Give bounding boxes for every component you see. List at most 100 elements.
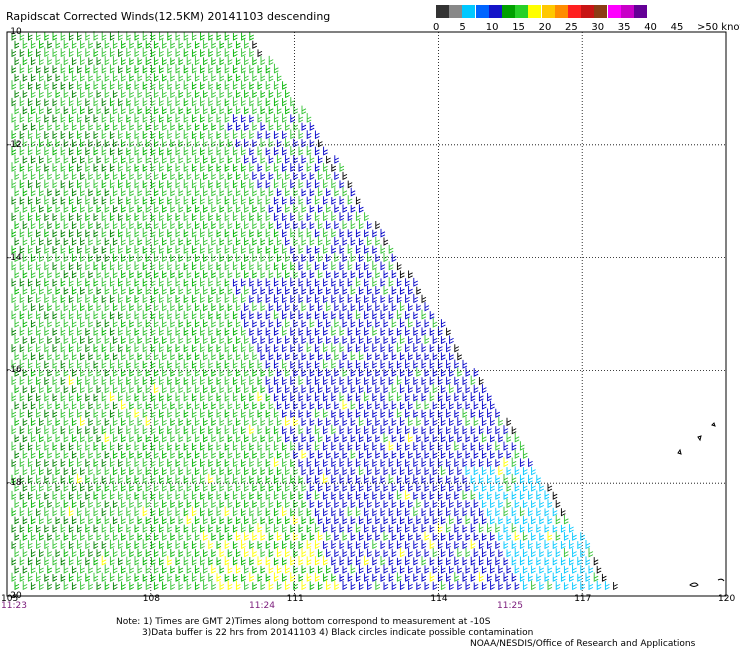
wind-barb bbox=[126, 47, 132, 58]
wind-barb bbox=[80, 156, 85, 164]
wind-barb bbox=[317, 269, 323, 279]
wind-barb bbox=[167, 393, 173, 402]
wind-barb bbox=[183, 98, 189, 107]
wind-barb bbox=[227, 55, 233, 66]
wind-barb bbox=[52, 32, 58, 41]
wind-barb bbox=[112, 466, 118, 476]
wind-barb bbox=[80, 269, 85, 279]
wind-barb bbox=[454, 541, 460, 550]
wind-barb bbox=[396, 557, 402, 566]
wind-barb bbox=[244, 565, 249, 574]
wind-barb bbox=[244, 89, 249, 99]
wind-barb bbox=[27, 48, 33, 58]
wind-barb bbox=[224, 178, 230, 189]
wind-barb bbox=[80, 416, 85, 427]
wind-barb bbox=[175, 442, 181, 451]
wind-barb bbox=[159, 180, 164, 189]
wind-barb bbox=[52, 196, 58, 205]
wind-barb bbox=[186, 89, 192, 99]
wind-barb bbox=[252, 351, 258, 361]
wind-barb bbox=[355, 458, 361, 468]
wind-barb bbox=[285, 367, 290, 377]
wind-barb bbox=[162, 351, 167, 361]
wind-barb bbox=[465, 515, 471, 525]
wind-barb bbox=[224, 278, 230, 287]
wind-barb bbox=[175, 525, 181, 533]
wind-barb bbox=[162, 121, 167, 131]
wind-barb bbox=[416, 400, 422, 410]
wind-barb bbox=[80, 383, 85, 394]
wind-barb bbox=[186, 433, 192, 443]
wind-barb bbox=[265, 426, 271, 435]
wind-barb bbox=[383, 531, 389, 541]
wind-barb bbox=[290, 508, 296, 517]
wind-barb bbox=[153, 336, 159, 345]
wind-barb bbox=[175, 424, 181, 435]
wind-barb bbox=[200, 572, 205, 582]
wind-barb bbox=[211, 384, 217, 394]
wind-barb bbox=[244, 302, 249, 312]
wind-barb bbox=[126, 147, 132, 156]
wind-barb bbox=[71, 385, 77, 394]
wind-barb bbox=[358, 204, 364, 213]
wind-barb bbox=[547, 565, 553, 574]
wind-barb bbox=[200, 131, 205, 140]
wind-barb bbox=[358, 433, 364, 443]
wind-barb bbox=[129, 483, 135, 492]
wind-barb bbox=[126, 213, 132, 222]
wind-barb bbox=[355, 541, 361, 550]
wind-barb bbox=[200, 64, 205, 74]
wind-barb bbox=[232, 96, 238, 107]
wind-barb bbox=[326, 565, 331, 574]
wind-barb bbox=[60, 490, 66, 500]
wind-barb bbox=[273, 97, 279, 107]
wind-barb bbox=[22, 203, 28, 213]
wind-barb bbox=[380, 244, 386, 254]
wind-barb bbox=[118, 506, 123, 517]
wind-barb bbox=[150, 64, 156, 74]
wind-barb bbox=[224, 229, 230, 238]
wind-barb bbox=[339, 425, 345, 435]
wind-barb bbox=[326, 531, 331, 541]
wind-barb bbox=[481, 533, 487, 541]
wind-barb bbox=[252, 56, 258, 66]
wind-barb bbox=[194, 285, 200, 295]
wind-barb bbox=[203, 515, 208, 525]
wind-barb bbox=[178, 352, 184, 361]
wind-barb bbox=[298, 459, 304, 468]
wind-barb bbox=[301, 236, 307, 246]
wind-barb bbox=[339, 228, 345, 238]
wind-barb bbox=[446, 327, 451, 336]
wind-barb bbox=[457, 433, 463, 443]
wind-barb bbox=[249, 244, 255, 254]
wind-barb bbox=[11, 376, 17, 386]
wind-barb bbox=[112, 367, 118, 377]
wind-barb bbox=[126, 344, 132, 353]
wind-barb bbox=[121, 72, 126, 82]
wind-barb bbox=[265, 360, 271, 369]
wind-barb bbox=[265, 113, 271, 123]
wind-barb bbox=[227, 580, 233, 591]
wind-barb bbox=[405, 556, 410, 566]
wind-barb bbox=[462, 392, 468, 402]
wind-barb bbox=[71, 351, 77, 361]
wind-barb bbox=[449, 383, 454, 394]
wind-barb bbox=[85, 178, 91, 189]
wind-barb bbox=[241, 508, 246, 517]
wind-barb bbox=[413, 506, 419, 517]
wind-barb bbox=[85, 64, 91, 74]
wind-barb bbox=[14, 154, 20, 164]
wind-barb bbox=[519, 490, 525, 500]
wind-barb bbox=[235, 351, 241, 361]
wind-barb bbox=[306, 556, 312, 566]
wind-barb bbox=[52, 574, 58, 582]
wind-barb bbox=[367, 483, 372, 492]
wind-barb bbox=[191, 213, 197, 222]
wind-barb bbox=[519, 524, 525, 533]
wind-barb bbox=[55, 516, 61, 525]
wind-barb bbox=[593, 572, 599, 582]
wind-barb bbox=[309, 269, 315, 279]
wind-barb bbox=[178, 450, 184, 459]
wind-barb bbox=[153, 499, 159, 509]
wind-barb bbox=[101, 475, 107, 484]
